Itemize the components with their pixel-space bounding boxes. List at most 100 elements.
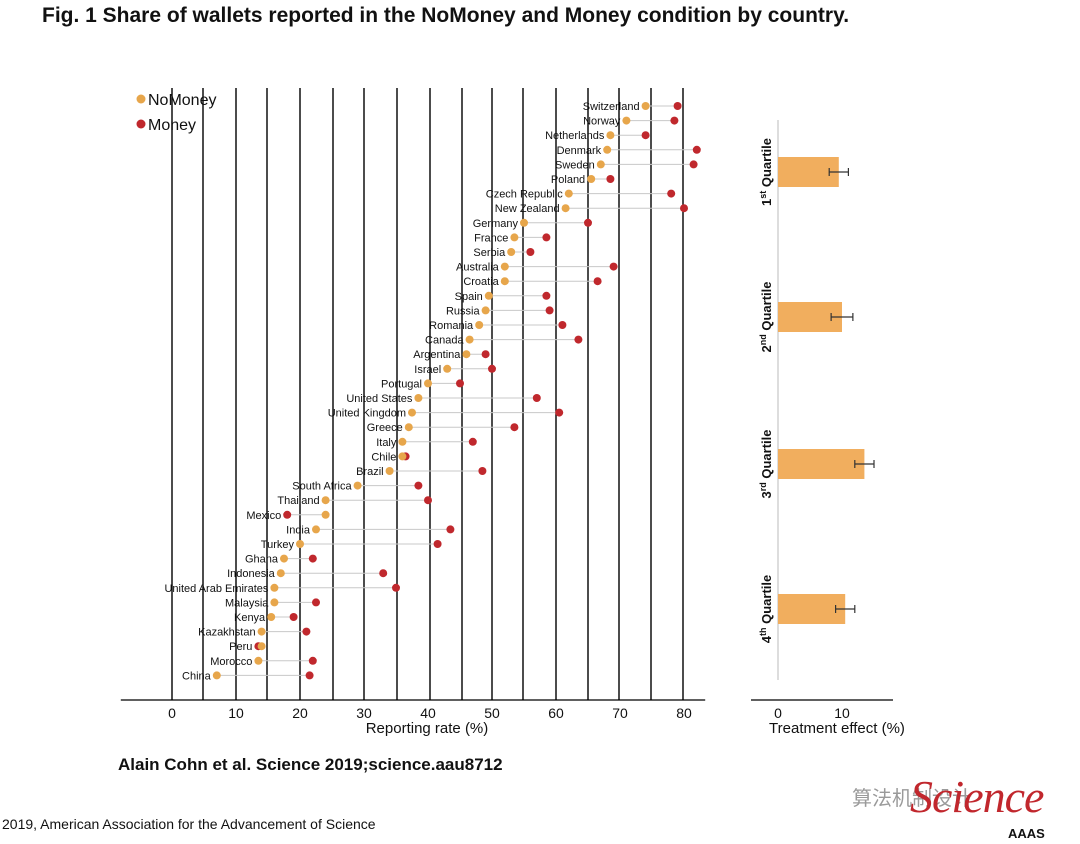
nomoney-point-5 xyxy=(587,175,596,183)
country-label-34: Malaysia xyxy=(225,597,269,609)
dumbbell-chart: 0 10 20 30 40 50 60 70 80 Switzerland Norway Nether… xyxy=(120,88,706,721)
money-point-38 xyxy=(308,656,317,665)
country-label-8: Germany xyxy=(473,218,519,230)
nomoney-point-2 xyxy=(606,131,615,140)
country-label-38: Morocco xyxy=(210,656,252,668)
money-point-28 xyxy=(283,510,292,519)
money-point-8 xyxy=(584,218,592,227)
country-label-3: Denmark xyxy=(557,145,602,157)
quartile-bar-3 xyxy=(778,594,846,624)
quartile-label-3: 4th Quartile xyxy=(758,575,774,643)
money-point-25 xyxy=(478,467,487,475)
nomoney-point-32 xyxy=(276,569,285,578)
left-x-tick-label-5: 50 xyxy=(484,705,500,721)
science-logo: Science xyxy=(910,771,1044,822)
money-point-1 xyxy=(670,116,679,125)
nomoney-point-22 xyxy=(404,423,413,432)
nomoney-point-29 xyxy=(312,525,320,534)
copyright: 2019, American Association for the Advan… xyxy=(2,816,376,832)
nomoney-point-37 xyxy=(257,642,266,651)
money-point-21 xyxy=(555,408,564,417)
nomoney-point-1 xyxy=(622,116,631,125)
country-label-18: Israel xyxy=(414,364,441,376)
treatment-effect-chart: 0 10 1st Quartile 2nd Quartile 3rd Quartile 4… xyxy=(751,120,893,721)
nomoney-point-34 xyxy=(270,598,279,607)
country-label-13: Spain xyxy=(455,291,483,303)
country-label-16: Canada xyxy=(425,335,464,347)
legend-money-label: Money xyxy=(148,117,196,134)
money-point-9 xyxy=(542,233,551,242)
legend-nomoney-label: NoMoney xyxy=(148,92,216,109)
legend: NoMoney Money xyxy=(136,92,216,134)
nomoney-point-10 xyxy=(507,248,516,256)
country-label-28: Mexico xyxy=(246,510,281,522)
nomoney-point-9 xyxy=(510,233,519,242)
nomoney-point-6 xyxy=(564,189,573,198)
money-point-3 xyxy=(692,145,701,154)
nomoney-point-33 xyxy=(270,583,279,592)
country-label-31: Ghana xyxy=(245,554,279,566)
country-label-5: Poland xyxy=(551,174,585,186)
money-point-17 xyxy=(481,350,490,359)
nomoney-point-0 xyxy=(641,102,650,110)
country-label-27: Thailand xyxy=(277,495,319,507)
country-label-19: Portugal xyxy=(381,378,422,390)
right-x-tick-label-1: 10 xyxy=(834,705,850,721)
money-point-35 xyxy=(289,613,298,621)
country-label-33: United Arab Emirates xyxy=(164,583,268,595)
quartile-bar-2 xyxy=(778,449,865,479)
country-label-25: Brazil xyxy=(356,466,384,478)
figure-title: Fig. 1 Share of wallets reported in the … xyxy=(42,4,850,27)
country-label-17: Argentina xyxy=(413,349,461,361)
nomoney-point-36 xyxy=(257,627,266,636)
nomoney-point-39 xyxy=(212,671,221,680)
money-point-39 xyxy=(305,671,314,680)
nomoney-point-18 xyxy=(443,364,452,373)
money-point-4 xyxy=(689,160,698,169)
nomoney-point-20 xyxy=(414,394,423,402)
country-label-15: Romania xyxy=(429,320,474,332)
left-x-axis-label: Reporting rate (%) xyxy=(366,720,489,737)
nomoney-point-26 xyxy=(353,481,362,490)
nomoney-point-28 xyxy=(321,510,330,519)
citation: Alain Cohn et al. Science 2019;science.a… xyxy=(118,755,503,774)
country-label-11: Australia xyxy=(456,262,500,274)
money-point-13 xyxy=(542,291,551,300)
money-point-29 xyxy=(446,525,455,534)
money-point-36 xyxy=(302,627,311,636)
money-point-31 xyxy=(308,554,317,563)
money-point-12 xyxy=(593,277,602,286)
country-label-37: Peru xyxy=(229,641,252,653)
money-point-32 xyxy=(379,569,388,578)
country-label-9: France xyxy=(474,232,508,244)
left-x-tick-label-1: 10 xyxy=(228,705,244,721)
country-label-4: Sweden xyxy=(555,159,595,171)
nomoney-point-15 xyxy=(475,321,484,329)
left-x-tick-label-4: 40 xyxy=(420,705,436,721)
nomoney-point-8 xyxy=(520,218,528,227)
country-label-10: Serbia xyxy=(473,247,506,259)
country-label-29: India xyxy=(286,524,311,536)
left-x-tick-label-8: 80 xyxy=(676,705,692,721)
money-point-27 xyxy=(424,496,432,505)
money-point-33 xyxy=(392,583,400,592)
country-label-39: China xyxy=(182,670,212,682)
left-x-tick-label-2: 20 xyxy=(292,705,308,721)
country-label-7: New Zealand xyxy=(495,203,560,215)
money-point-22 xyxy=(510,423,519,432)
legend-nomoney-marker xyxy=(136,94,146,104)
left-x-tick-label-3: 30 xyxy=(356,705,372,721)
nomoney-point-24 xyxy=(398,452,407,461)
money-point-34 xyxy=(312,598,320,607)
nomoney-point-3 xyxy=(603,145,612,154)
legend-money-marker xyxy=(136,119,146,129)
country-label-32: Indonesia xyxy=(227,568,276,580)
country-label-26: South Africa xyxy=(292,481,352,493)
nomoney-point-19 xyxy=(424,379,432,388)
country-label-35: Kenya xyxy=(234,612,266,624)
nomoney-point-14 xyxy=(481,306,490,315)
quartile-label-1: 2nd Quartile xyxy=(758,282,774,353)
quartile-label-0: 1st Quartile xyxy=(758,138,774,206)
country-label-14: Russia xyxy=(446,305,481,317)
